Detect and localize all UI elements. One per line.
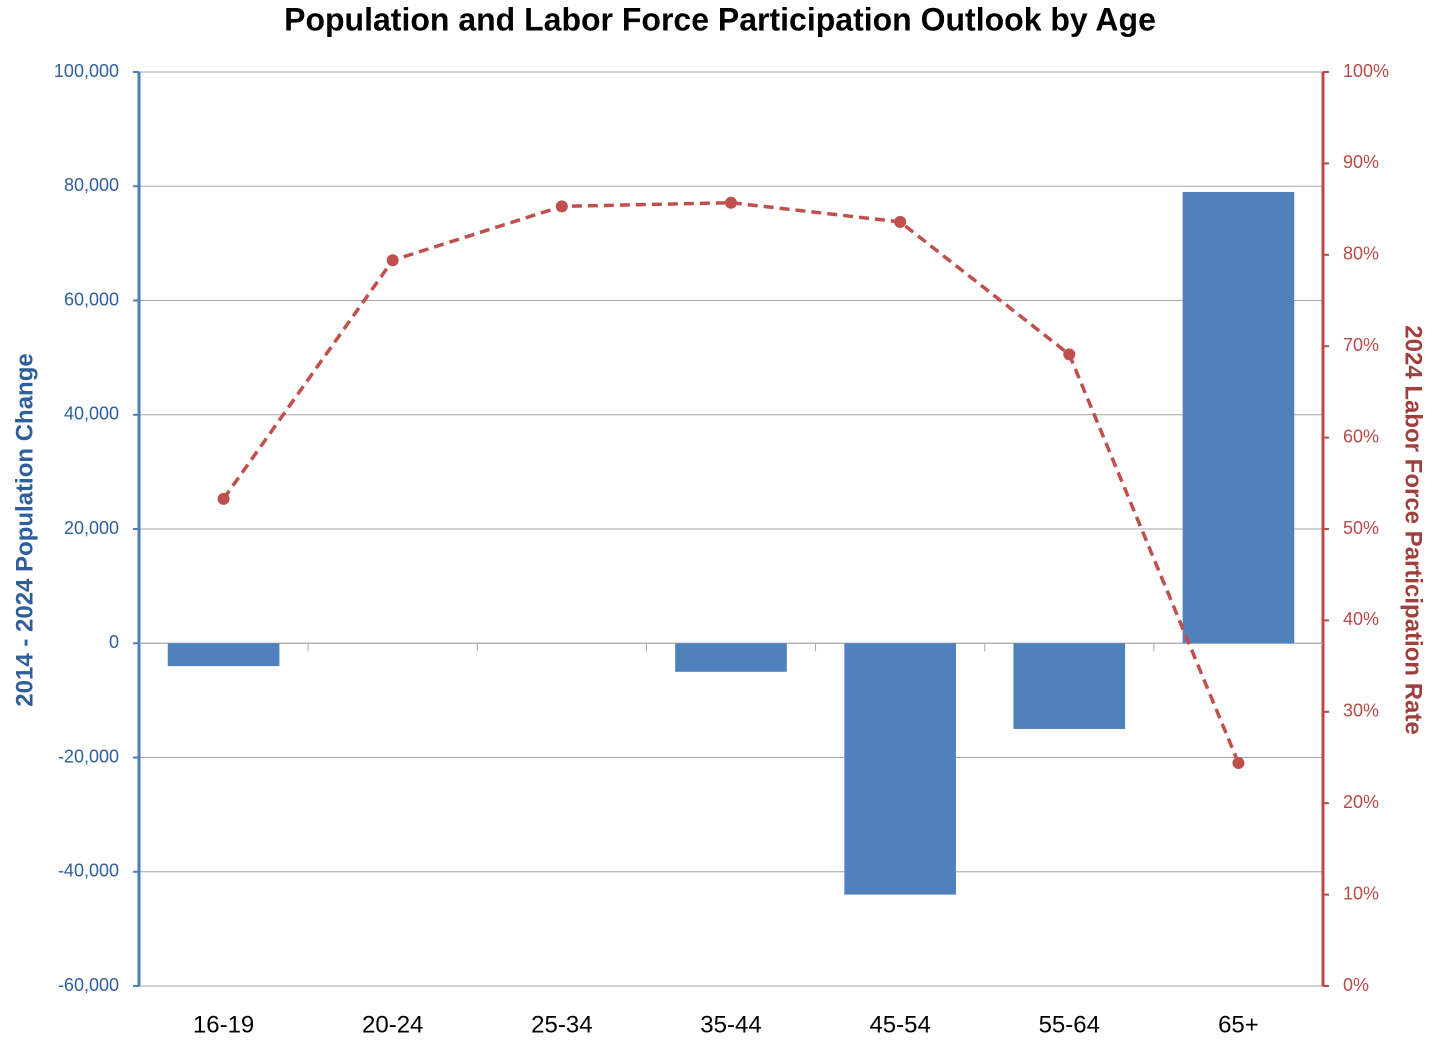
y-tick-label: 80,000	[64, 175, 119, 195]
y2-tick-label: 70%	[1343, 335, 1379, 355]
y2-tick-label: 20%	[1343, 792, 1379, 812]
bar	[675, 643, 787, 672]
y-tick-label: 100,000	[54, 61, 119, 81]
y2-tick-label: 40%	[1343, 609, 1379, 629]
y2-tick-label: 30%	[1343, 701, 1379, 721]
line-marker	[894, 215, 907, 228]
y-tick-label: -60,000	[58, 975, 119, 995]
line-marker	[386, 254, 399, 267]
y-tick-label: 60,000	[64, 289, 119, 309]
bar	[1182, 191, 1295, 644]
y-tick-label: 40,000	[64, 404, 119, 424]
y2-tick-label: 50%	[1343, 518, 1379, 538]
y-tick-label: -20,000	[58, 746, 119, 766]
line-marker	[1063, 348, 1076, 361]
x-tick-label: 55-64	[1039, 1011, 1100, 1038]
y-tick-label: -40,000	[58, 861, 119, 881]
bar	[167, 643, 280, 667]
line-marker	[555, 200, 568, 213]
bar	[844, 643, 956, 895]
x-tick-label: 20-24	[362, 1011, 423, 1038]
y-tick-label: 20,000	[64, 518, 119, 538]
y-axis-title: 2014 - 2024 Population Change	[11, 353, 38, 706]
bar	[1013, 643, 1126, 729]
y2-tick-label: 80%	[1343, 244, 1379, 264]
y2-tick-label: 100%	[1343, 61, 1389, 81]
y2-tick-label: 10%	[1343, 883, 1379, 903]
line-marker	[217, 492, 230, 505]
chart-title: Population and Labor Force Participation…	[284, 1, 1156, 37]
line-marker	[725, 196, 737, 209]
x-tick-label: 25-34	[531, 1011, 592, 1038]
x-tick-label: 16-19	[193, 1011, 254, 1038]
x-tick-label: 65+	[1218, 1011, 1259, 1038]
y2-tick-label: 60%	[1343, 426, 1379, 446]
line-marker	[1232, 756, 1245, 769]
y2-tick-label: 90%	[1343, 152, 1379, 172]
x-tick-label: 35-44	[700, 1011, 761, 1038]
x-tick-label: 45-54	[869, 1011, 930, 1038]
y2-axis-title: 2024 Labor Force Participation Rate	[1400, 325, 1427, 734]
y2-tick-label: 0%	[1343, 975, 1369, 995]
y-tick-label: 0	[109, 632, 119, 652]
